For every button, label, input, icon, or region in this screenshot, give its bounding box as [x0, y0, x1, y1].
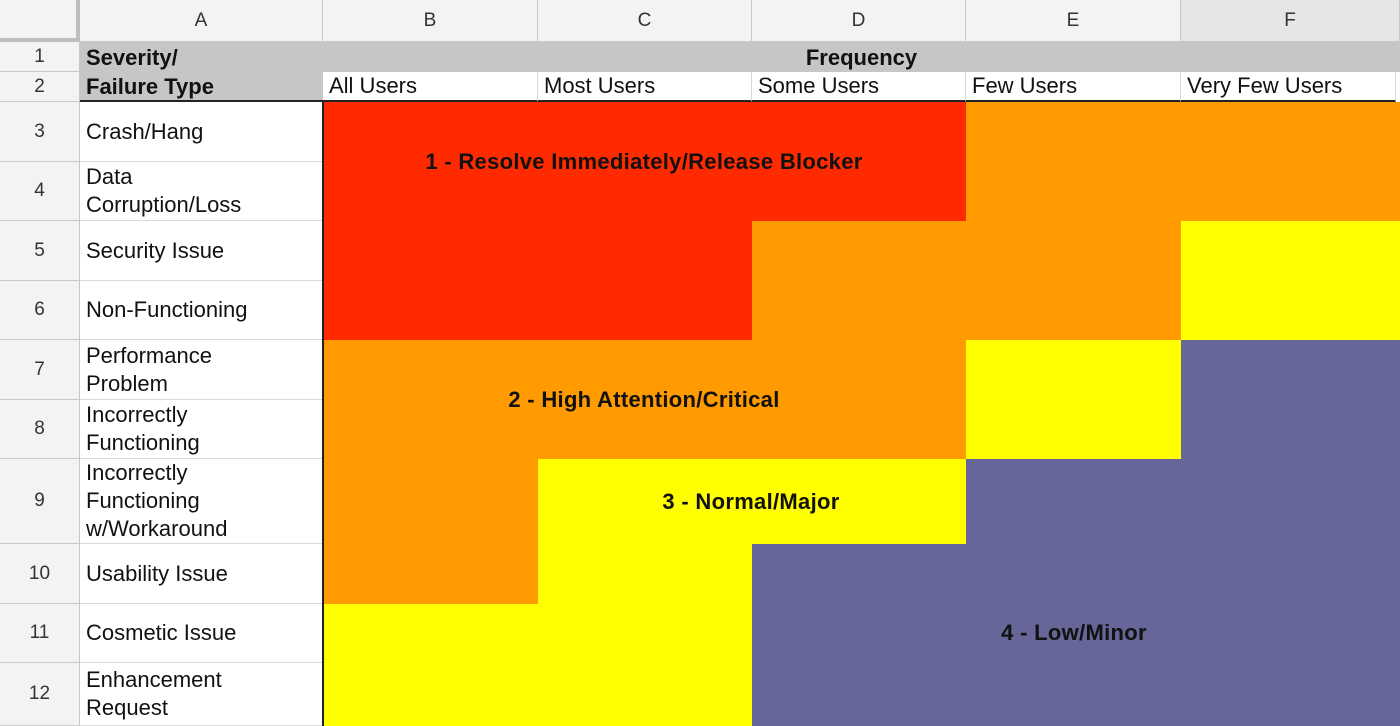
matrix-cell-r11-c5[interactable]: [966, 604, 1181, 663]
matrix-cell-r8-c3[interactable]: [538, 400, 752, 459]
row-header-8[interactable]: 8: [0, 400, 80, 459]
column-header-c[interactable]: C: [538, 0, 752, 42]
frequency-most-users[interactable]: Most Users: [538, 72, 752, 102]
matrix-cell-r8-c5[interactable]: [966, 400, 1181, 459]
row-header-9[interactable]: 9: [0, 459, 80, 544]
row-header-4[interactable]: 4: [0, 162, 80, 221]
matrix-cell-r4-c4[interactable]: [752, 162, 966, 221]
matrix-left-border: [322, 102, 324, 726]
matrix-cell-r5-c4[interactable]: [752, 221, 966, 281]
failure-type-security-issue[interactable]: Security Issue: [80, 221, 323, 281]
matrix-cell-r3-c2[interactable]: [323, 102, 538, 162]
matrix-cell-r9-c3[interactable]: [538, 459, 752, 544]
matrix-cell-r4-c3[interactable]: [538, 162, 752, 221]
matrix-cell-r5-c3[interactable]: [538, 221, 752, 281]
matrix-cell-r7-c3[interactable]: [538, 340, 752, 400]
matrix-cell-r9-c4[interactable]: [752, 459, 966, 544]
priority-4-label: 4 - Low/Minor: [1001, 620, 1147, 645]
row-header-2[interactable]: 2: [0, 72, 80, 102]
matrix-cell-r11-c4[interactable]: [752, 604, 966, 663]
matrix-cell-r5-c6[interactable]: [1181, 221, 1400, 281]
matrix-cell-r12-c5[interactable]: [966, 663, 1181, 726]
matrix-cell-r7-c5[interactable]: [966, 340, 1181, 400]
failure-type-incorrectly-functioning-workaround[interactable]: Incorrectly Functioning w/Workaround: [80, 459, 323, 544]
matrix-cell-r6-c6[interactable]: [1181, 281, 1400, 340]
failure-type-performance-problem[interactable]: Performance Problem: [80, 340, 323, 400]
matrix-cell-r6-c4[interactable]: [752, 281, 966, 340]
matrix-cell-r12-c6[interactable]: [1181, 663, 1400, 726]
matrix-cell-r10-c2[interactable]: [323, 544, 538, 604]
failure-type-crash-hang[interactable]: Crash/Hang: [80, 102, 323, 162]
failure-type-cosmetic-issue[interactable]: Cosmetic Issue: [80, 604, 323, 663]
matrix-cell-r5-c5[interactable]: [966, 221, 1181, 281]
row-header-11[interactable]: 11: [0, 604, 80, 663]
priority-3-label: 3 - Normal/Major: [662, 489, 840, 514]
select-all-corner[interactable]: [0, 0, 80, 42]
matrix-cell-r10-c5[interactable]: [966, 544, 1181, 604]
frequency-very-few-users[interactable]: Very Few Users: [1181, 72, 1396, 102]
frequency-all-users[interactable]: All Users: [323, 72, 538, 102]
matrix-cell-r3-c3[interactable]: [538, 102, 752, 162]
row-header-12[interactable]: 12: [0, 663, 80, 726]
matrix-cell-r8-c6[interactable]: [1181, 400, 1400, 459]
column-header-f[interactable]: F: [1181, 0, 1400, 42]
row-header-1[interactable]: 1: [0, 42, 80, 72]
matrix-cell-r6-c5[interactable]: [966, 281, 1181, 340]
frequency-few-users[interactable]: Few Users: [966, 72, 1181, 102]
matrix-cell-r8-c4[interactable]: [752, 400, 966, 459]
row-header-7[interactable]: 7: [0, 340, 80, 400]
matrix-cell-r9-c6[interactable]: [1181, 459, 1400, 544]
frequency-title[interactable]: Frequency: [323, 42, 1400, 72]
matrix-cell-r6-c3[interactable]: [538, 281, 752, 340]
matrix-cell-r3-c5[interactable]: [966, 102, 1181, 162]
matrix-cell-r7-c6[interactable]: [1181, 340, 1400, 400]
severity-title-line2[interactable]: Failure Type: [80, 72, 323, 102]
matrix-cell-r4-c6[interactable]: [1181, 162, 1400, 221]
matrix-cell-r4-c2[interactable]: [323, 162, 538, 221]
column-header-e[interactable]: E: [966, 0, 1181, 42]
matrix-cell-r10-c3[interactable]: [538, 544, 752, 604]
failure-type-non-functioning[interactable]: Non-Functioning: [80, 281, 323, 340]
matrix-cell-r9-c2[interactable]: [323, 459, 538, 544]
matrix-cell-r7-c2[interactable]: [323, 340, 538, 400]
matrix-cell-r12-c4[interactable]: [752, 663, 966, 726]
row-header-6[interactable]: 6: [0, 281, 80, 340]
frequency-some-users[interactable]: Some Users: [752, 72, 966, 102]
matrix-cell-r3-c6[interactable]: [1181, 102, 1400, 162]
failure-type-usability-issue[interactable]: Usability Issue: [80, 544, 323, 604]
priority-1-label: 1 - Resolve Immediately/Release Blocker: [425, 149, 863, 174]
matrix-cell-r12-c3[interactable]: [538, 663, 752, 726]
matrix-cell-r9-c5[interactable]: [966, 459, 1181, 544]
column-header-d[interactable]: D: [752, 0, 966, 42]
matrix-cell-r7-c4[interactable]: [752, 340, 966, 400]
failure-type-enhancement-request[interactable]: Enhancement Request: [80, 663, 323, 726]
matrix-cell-r6-c2[interactable]: [323, 281, 538, 340]
failure-type-incorrectly-functioning[interactable]: Incorrectly Functioning: [80, 400, 323, 459]
priority-2-label: 2 - High Attention/Critical: [508, 387, 780, 412]
matrix-cell-r4-c5[interactable]: [966, 162, 1181, 221]
row-header-5[interactable]: 5: [0, 221, 80, 281]
matrix-cell-r8-c2[interactable]: [323, 400, 538, 459]
matrix-cell-r12-c2[interactable]: [323, 663, 538, 726]
column-header-a[interactable]: A: [80, 0, 323, 42]
column-header-b[interactable]: B: [323, 0, 538, 42]
matrix-cell-r11-c6[interactable]: [1181, 604, 1400, 663]
severity-title-line1[interactable]: Severity/: [80, 42, 323, 72]
matrix-cell-r11-c2[interactable]: [323, 604, 538, 663]
failure-type-data-corruption[interactable]: Data Corruption/Loss: [80, 162, 323, 221]
matrix-cell-r10-c6[interactable]: [1181, 544, 1400, 604]
row-header-3[interactable]: 3: [0, 102, 80, 162]
row-header-10[interactable]: 10: [0, 544, 80, 604]
matrix-cell-r10-c4[interactable]: [752, 544, 966, 604]
matrix-cell-r5-c2[interactable]: [323, 221, 538, 281]
matrix-cell-r11-c3[interactable]: [538, 604, 752, 663]
matrix-cell-r3-c4[interactable]: [752, 102, 966, 162]
